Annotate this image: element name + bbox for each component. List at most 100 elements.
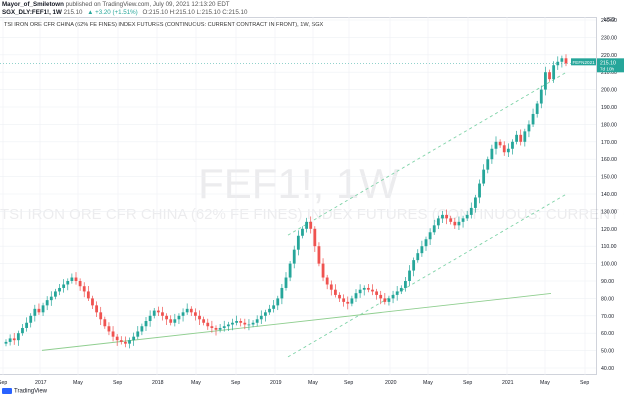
candle-body <box>379 294 383 299</box>
x-tick-label: Sep <box>463 380 472 386</box>
candle-body <box>432 225 436 233</box>
candle-body <box>449 218 453 222</box>
candle-body <box>115 336 119 341</box>
candle-body <box>412 260 416 271</box>
candle-body <box>29 315 33 323</box>
candle-body <box>54 291 57 297</box>
candle-body <box>436 218 440 226</box>
trend-line-channel-upper <box>287 71 568 236</box>
candle-body <box>490 148 494 160</box>
footer-brand[interactable]: TradingView <box>2 388 47 395</box>
candle-body <box>494 141 498 149</box>
candle-body <box>268 308 271 313</box>
candle-body <box>214 327 218 330</box>
y-tick-label: 120.00 <box>601 227 617 233</box>
y-tick-label: 40.00 <box>601 366 614 372</box>
candle-body <box>362 287 366 290</box>
candle-body <box>399 287 403 292</box>
candle-body <box>342 298 346 302</box>
x-tick-label: May <box>73 380 83 386</box>
x-tick-label: May <box>540 380 550 386</box>
candle-body <box>128 340 131 344</box>
candle-body <box>239 321 243 323</box>
candle-body <box>189 308 193 313</box>
candle-body <box>78 281 82 287</box>
candle-body <box>181 312 185 316</box>
y-tick-label: 100.00 <box>601 262 617 268</box>
candle-body <box>144 321 148 327</box>
chart-pane[interactable] <box>0 17 597 375</box>
symbol-tag-bg <box>571 58 596 66</box>
y-tick-label: 170.00 <box>601 140 617 146</box>
candle-body <box>535 103 539 114</box>
symbol-watermark: FEF1!, 1W <box>198 160 399 207</box>
candle-body <box>95 305 98 313</box>
candle-body <box>329 284 333 290</box>
candle-body <box>218 327 222 330</box>
x-tick-label: Sep <box>231 380 240 386</box>
price-tag-value: 215.10 <box>600 60 616 66</box>
candle-body <box>58 287 61 292</box>
candle-body <box>506 148 510 153</box>
x-tick-label: 2021 <box>502 380 514 386</box>
price-tag-bg <box>597 58 624 73</box>
x-tick-label: Sep <box>344 380 353 386</box>
chart-title: TSI IRON ORE CFR CHINA (62% FE FINES) IN… <box>4 22 324 28</box>
candle-body <box>469 207 473 215</box>
candle-body <box>354 293 358 299</box>
y-tick-label: 50.00 <box>601 349 614 355</box>
candle-body <box>334 289 337 295</box>
candle-body <box>445 214 448 219</box>
y-tick-label: 130.00 <box>601 209 617 215</box>
candle-body <box>371 289 374 292</box>
symbol-line: SGX_DLY:FEF1!, 1W 215.10 ▲ +3.20 (+1.51%… <box>2 9 562 17</box>
candle-body <box>124 341 127 344</box>
candle-body <box>428 232 432 240</box>
candle-body <box>387 298 391 302</box>
price-change: ▲ +3.20 (+1.51%) <box>87 9 138 16</box>
candle-body <box>280 287 284 299</box>
x-tick-label: 2018 <box>152 380 164 386</box>
candle-body <box>366 287 370 290</box>
tradingview-logo-icon <box>2 388 12 394</box>
candle-body <box>45 300 49 306</box>
candle-body <box>243 322 247 325</box>
candle-body <box>523 131 527 142</box>
y-tick-label: 200.00 <box>601 88 617 94</box>
candle-body <box>453 221 457 226</box>
candle-body <box>539 89 543 104</box>
candle-body <box>37 308 41 313</box>
candle-body <box>235 321 238 323</box>
trend-line-channel-lower <box>287 193 568 358</box>
y-tick-label: 160.00 <box>601 157 617 163</box>
candle-body <box>404 281 407 288</box>
candle-body <box>264 312 267 316</box>
candle-body <box>527 124 531 132</box>
candle-body <box>284 277 288 288</box>
candle-body <box>424 239 428 247</box>
candle-body <box>560 58 564 62</box>
ohlc-values: O:215.10 H:215.10 L:215.10 C:215.10 <box>142 9 248 16</box>
candle-body <box>33 308 37 316</box>
y-tick-label: 140.00 <box>601 192 617 198</box>
symbol-name[interactable]: SGX_DLY:FEF1!, 1W <box>2 9 62 16</box>
candle-body <box>202 319 206 323</box>
candle-body <box>173 319 177 323</box>
candle-body <box>177 315 181 320</box>
candle-body <box>317 246 321 264</box>
candle-body <box>321 263 325 278</box>
candle-body <box>161 312 164 316</box>
candle-body <box>206 322 210 327</box>
candle-body <box>165 315 168 320</box>
candle-body <box>502 145 506 153</box>
candle-body <box>564 58 568 64</box>
candle-body <box>70 277 74 281</box>
symbol-tag: FEFN2021 <box>573 60 596 65</box>
x-tick-label: 2019 <box>270 380 282 386</box>
candle-body <box>255 319 259 323</box>
candle-body <box>119 340 123 342</box>
x-tick-label: May <box>423 380 433 386</box>
candle-body <box>140 326 144 332</box>
candle-body <box>395 291 399 295</box>
